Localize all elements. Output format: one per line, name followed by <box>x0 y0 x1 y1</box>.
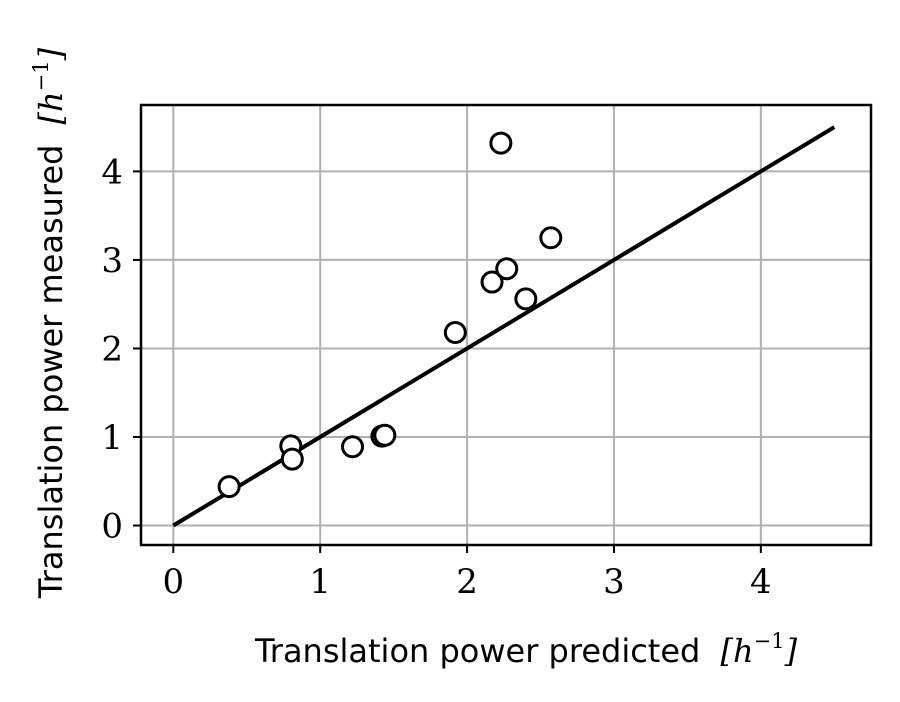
y-tick-label: 3 <box>101 241 123 281</box>
y-axis-unit-symbol: h <box>32 91 70 112</box>
tick-labels: 0 1 2 3 4 0 1 2 3 4 <box>101 152 771 602</box>
y-tick-label: 2 <box>101 329 123 369</box>
y-axis-label: Translation power measured [h−1] <box>29 47 70 599</box>
axis-ticks <box>133 170 762 553</box>
data-point <box>341 435 365 459</box>
x-axis-unit-exponent: −1 <box>754 629 785 653</box>
identity-line <box>172 125 836 528</box>
data-point <box>514 287 538 311</box>
x-tick-label: 4 <box>750 562 772 602</box>
x-axis-unit-symbol: h <box>733 632 754 670</box>
data-points <box>217 131 563 499</box>
x-tick-label: 0 <box>162 562 184 602</box>
x-axis-label: Translation power predicted [h−1] <box>254 629 798 670</box>
y-tick-label: 4 <box>101 152 123 192</box>
data-point <box>495 257 519 281</box>
y-axis-unit-open: [ <box>32 111 70 124</box>
y-tick-label: 1 <box>101 418 123 458</box>
x-tick-label: 3 <box>603 562 625 602</box>
x-axis-unit-close: ] <box>784 632 798 670</box>
data-point <box>373 423 397 447</box>
x-tick-label: 1 <box>309 562 331 602</box>
x-axis-label-text: Translation power predicted <box>254 632 700 670</box>
y-axis-label-text: Translation power measured <box>32 145 70 599</box>
data-point <box>539 226 563 250</box>
data-point <box>480 270 504 294</box>
data-point <box>280 447 304 471</box>
plot-frame <box>139 103 873 547</box>
data-point <box>217 475 241 499</box>
data-point <box>489 131 513 155</box>
y-tick-label: 0 <box>101 507 123 547</box>
y-axis-unit-exponent: −1 <box>29 60 53 91</box>
y-axis-unit-close: ] <box>32 47 70 61</box>
x-axis-unit-open: [ <box>721 632 734 670</box>
data-point <box>443 321 467 345</box>
x-tick-label: 2 <box>456 562 478 602</box>
